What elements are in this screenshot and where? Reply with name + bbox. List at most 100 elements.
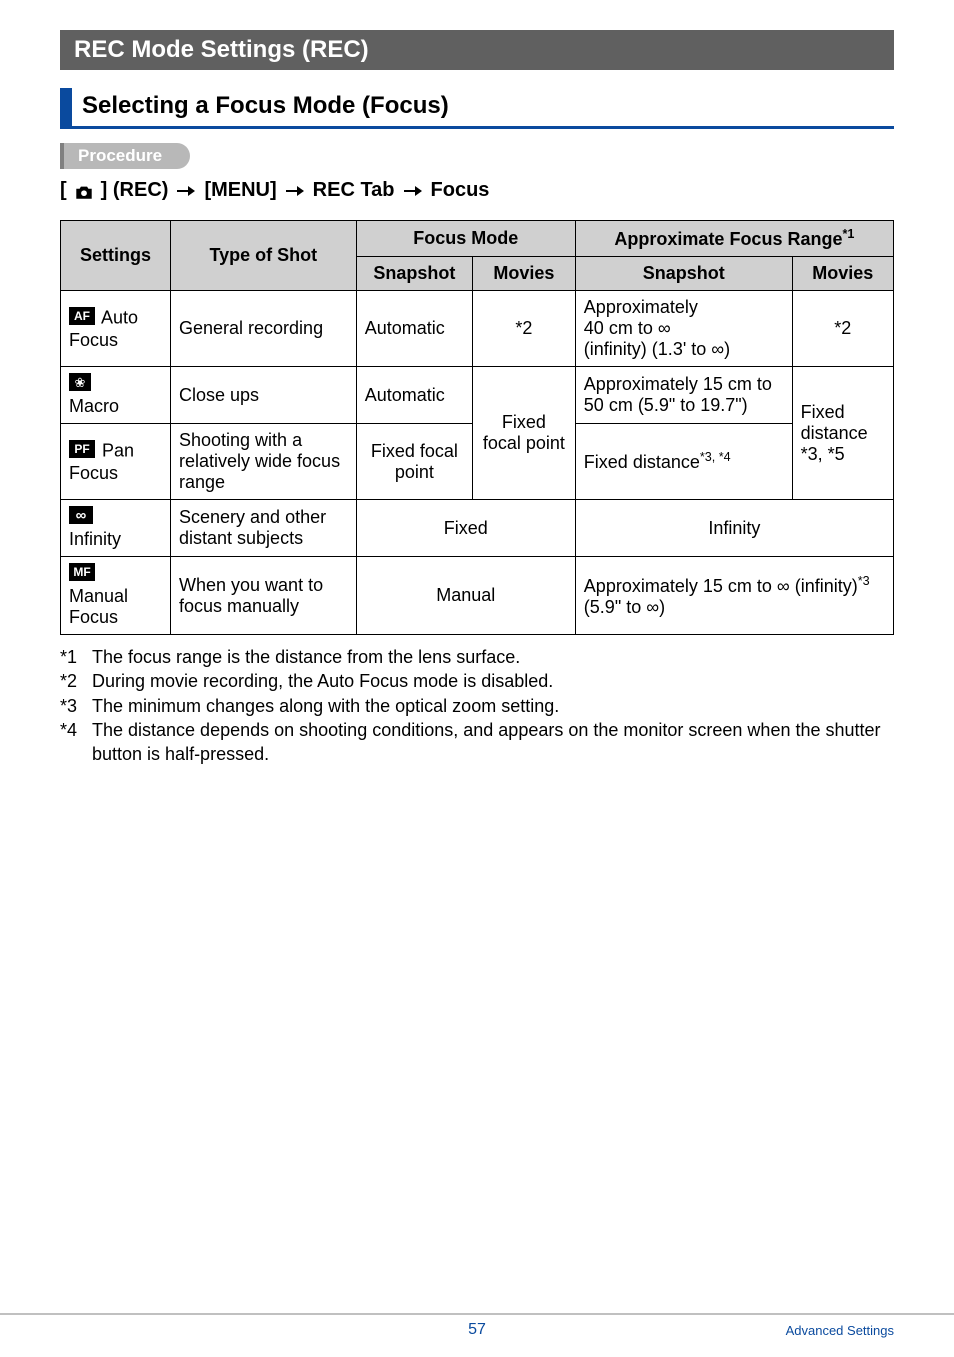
table-row: MF Manual Focus When you want to focus m… <box>61 557 894 635</box>
cell-range: Approximately 15 cm to ∞ (infinity)*3 (5… <box>575 557 893 635</box>
breadcrumb-part: REC Tab <box>313 179 395 202</box>
section-heading: Selecting a Focus Mode (Focus) <box>82 88 449 126</box>
cell-type: General recording <box>171 291 357 367</box>
section-heading-row: Selecting a Focus Mode (Focus) <box>60 88 894 129</box>
af-icon: AF <box>69 307 95 330</box>
svg-text:AF: AF <box>74 309 90 323</box>
footnote-text: The minimum changes along with the optic… <box>92 694 559 718</box>
range-text: 40 cm to <box>584 318 658 338</box>
cell-fm-snap: Automatic <box>356 291 472 367</box>
footnote-text: The distance depends on shooting conditi… <box>92 718 894 767</box>
cell-setting: ❀ Macro <box>61 367 171 424</box>
cell-setting: PF Pan Focus <box>61 424 171 500</box>
cell-type: Close ups <box>171 367 357 424</box>
range-text: Fixed distance <box>801 402 868 443</box>
footnotes: *1The focus range is the distance from t… <box>60 645 894 766</box>
breadcrumb-part: Focus <box>431 179 490 202</box>
camera-icon <box>73 182 95 200</box>
breadcrumb-part: [ <box>60 179 67 202</box>
cell-fm: Fixed <box>356 500 575 557</box>
infinity-icon: ∞ <box>658 318 671 338</box>
col-approx-range: Approximate Focus Range*1 <box>575 221 893 257</box>
infinity-icon: ∞ <box>777 576 790 596</box>
footnote: *4The distance depends on shooting condi… <box>60 718 894 767</box>
pf-icon: PF <box>69 440 95 463</box>
footnote-marker: *4 <box>60 718 92 767</box>
setting-label: Infinity <box>69 529 121 549</box>
page-footer: 57 Advanced Settings <box>0 1313 954 1339</box>
footer-section-label: Advanced Settings <box>786 1323 894 1338</box>
infinity-icon-box: ∞ <box>69 506 93 529</box>
svg-text:❀: ❀ <box>75 375 86 390</box>
arrow-icon <box>401 184 425 198</box>
range-text: (5.9" to <box>584 597 646 617</box>
subcol-movies: Movies <box>473 257 576 291</box>
cell-range-mov-shared: Fixed distance *3, *5 <box>792 367 893 500</box>
table-row: AF Auto Focus General recording Automati… <box>61 291 894 367</box>
page-title: REC Mode Settings (REC) <box>60 30 894 70</box>
svg-text:∞: ∞ <box>76 507 87 524</box>
subcol-snapshot: Snapshot <box>356 257 472 291</box>
cell-fm-mov: *2 <box>473 291 576 367</box>
range-text: Approximately 15 cm to <box>584 576 777 596</box>
table-row: ❀ Macro Close ups Automatic Fixed focal … <box>61 367 894 424</box>
cell-range-snap: Approximately 15 cm to 50 cm (5.9" to 19… <box>575 367 792 424</box>
cell-range-snap: Fixed distance*3, *4 <box>575 424 792 500</box>
approx-range-label: Approximate Focus Range <box>614 229 842 249</box>
table-row: ∞ Infinity Scenery and other distant sub… <box>61 500 894 557</box>
cell-range-snap: Approximately 40 cm to ∞ (infinity) (1.3… <box>575 291 792 367</box>
footnote-marker: *2 <box>60 669 92 693</box>
footnote: *1The focus range is the distance from t… <box>60 645 894 669</box>
footnote: *3The minimum changes along with the opt… <box>60 694 894 718</box>
range-sup: *3, *5 <box>801 444 845 464</box>
svg-text:PF: PF <box>74 442 89 456</box>
heading-accent-bar <box>60 88 72 126</box>
infinity-icon: ∞ <box>711 339 724 359</box>
breadcrumb-part: [MENU] <box>204 179 276 202</box>
cell-type: When you want to focus manually <box>171 557 357 635</box>
subcol-movies: Movies <box>792 257 893 291</box>
breadcrumb-part: ] (REC) <box>101 179 169 202</box>
cell-setting: ∞ Infinity <box>61 500 171 557</box>
cell-range-mov: *2 <box>792 291 893 367</box>
breadcrumb: [ ] (REC) [MENU] REC Tab Focus <box>60 179 894 202</box>
col-focus-mode: Focus Mode <box>356 221 575 257</box>
infinity-icon: ∞ <box>646 597 659 617</box>
cell-type: Shooting with a relatively wide focus ra… <box>171 424 357 500</box>
setting-label: Macro <box>69 396 119 416</box>
range-text: Approximately <box>584 297 698 317</box>
table-header-row: Settings Type of Shot Focus Mode Approxi… <box>61 221 894 257</box>
range-sup: *3 <box>858 574 870 588</box>
range-text: (infinity) <box>790 576 858 596</box>
macro-icon: ❀ <box>69 373 91 396</box>
setting-label: Manual Focus <box>69 586 128 627</box>
cell-fm-snap: Fixed focal point <box>356 424 472 500</box>
range-text: (infinity) (1.3' to <box>584 339 711 359</box>
footnote-marker: *3 <box>60 694 92 718</box>
cell-type: Scenery and other distant subjects <box>171 500 357 557</box>
cell-setting: AF Auto Focus <box>61 291 171 367</box>
col-type: Type of Shot <box>171 221 357 291</box>
subcol-snapshot: Snapshot <box>575 257 792 291</box>
cell-fm-snap: Automatic <box>356 367 472 424</box>
footnote-marker: *1 <box>60 645 92 669</box>
cell-fm-mov-shared: Fixed focal point <box>473 367 576 500</box>
procedure-label: Procedure <box>60 143 190 169</box>
approx-range-sup: *1 <box>842 227 854 241</box>
footnote: *2During movie recording, the Auto Focus… <box>60 669 894 693</box>
arrow-icon <box>174 184 198 198</box>
footnote-text: During movie recording, the Auto Focus m… <box>92 669 553 693</box>
col-settings: Settings <box>61 221 171 291</box>
range-sup: *3, *4 <box>700 450 731 464</box>
mf-icon: MF <box>69 563 95 586</box>
range-text: ) <box>724 339 730 359</box>
cell-range: Infinity <box>575 500 893 557</box>
range-text: ) <box>659 597 665 617</box>
svg-text:MF: MF <box>73 565 90 579</box>
footnote-text: The focus range is the distance from the… <box>92 645 520 669</box>
cell-fm: Manual <box>356 557 575 635</box>
range-text: Fixed distance <box>584 452 700 472</box>
cell-setting: MF Manual Focus <box>61 557 171 635</box>
arrow-icon <box>283 184 307 198</box>
focus-settings-table: Settings Type of Shot Focus Mode Approxi… <box>60 220 894 635</box>
